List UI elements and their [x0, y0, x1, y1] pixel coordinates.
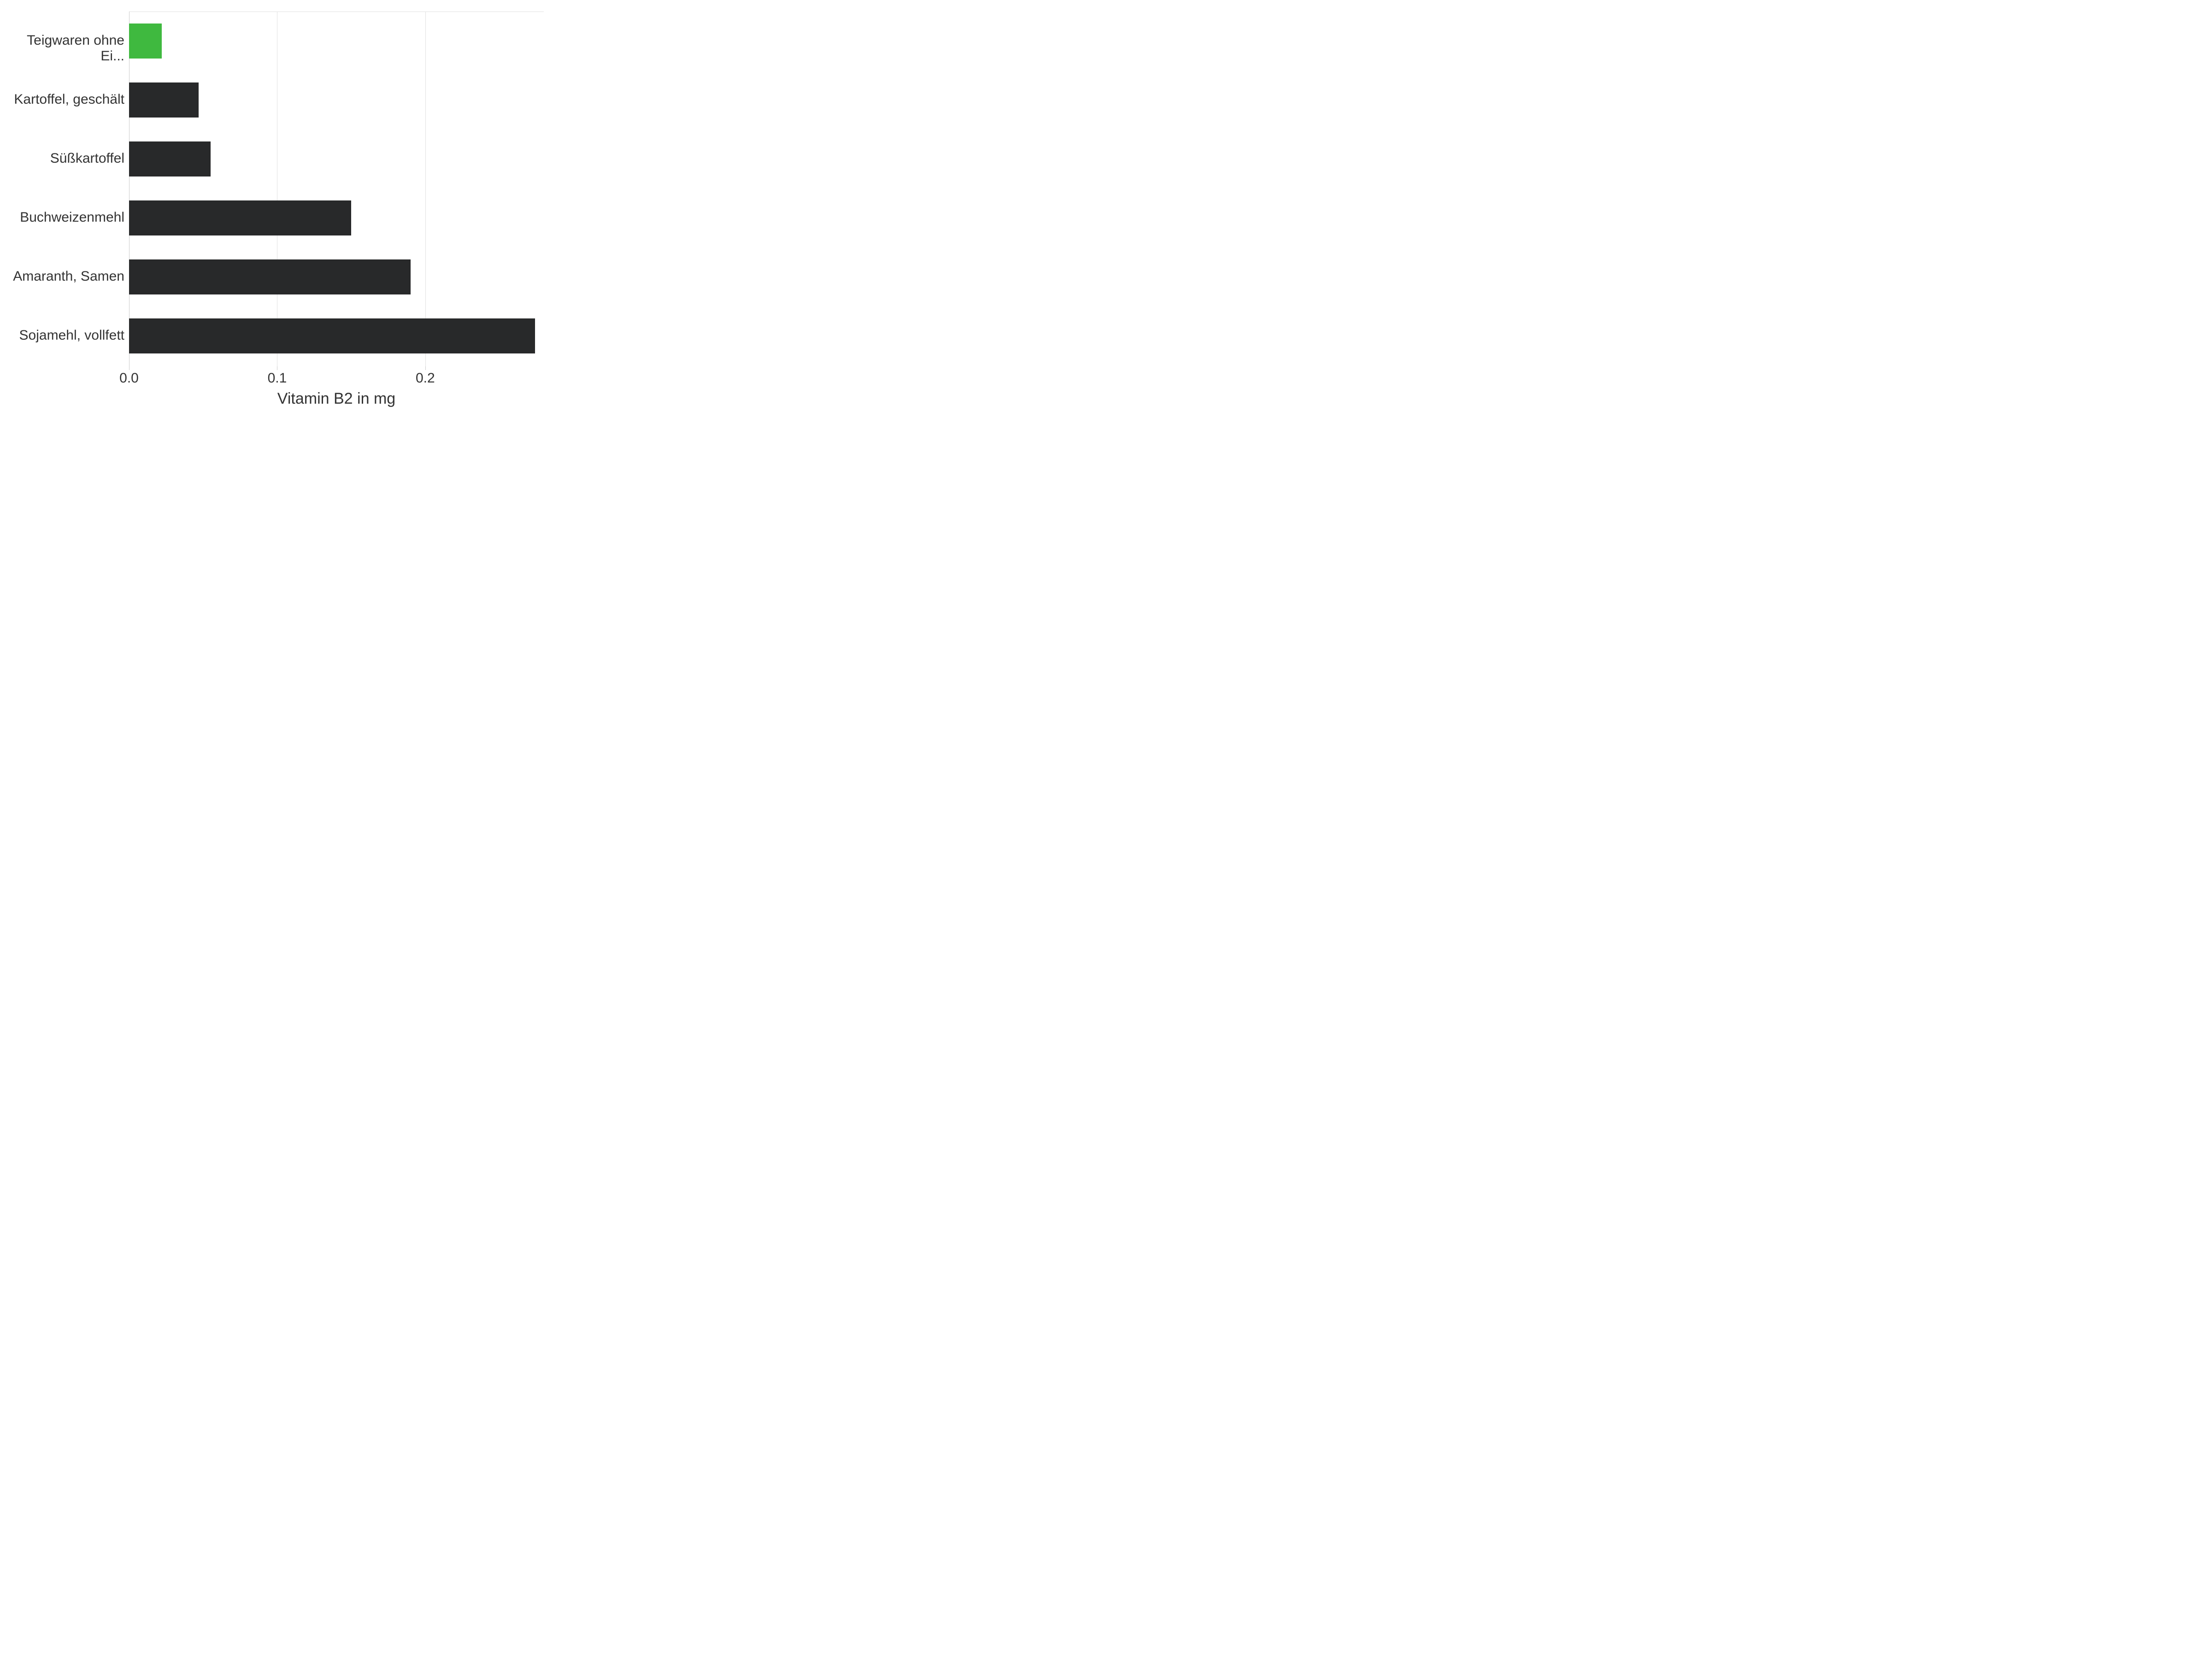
y-axis-label: Kartoffel, geschält [9, 92, 124, 107]
x-tick-label: 0.2 [416, 371, 435, 386]
bar [129, 82, 199, 118]
bar [129, 141, 211, 176]
bar [129, 259, 411, 294]
bar-row [129, 12, 544, 71]
bar-row [129, 247, 544, 306]
x-tick-label: 0.0 [119, 371, 139, 386]
bar [129, 318, 535, 353]
x-tick-label: 0.1 [268, 371, 287, 386]
bar [129, 24, 162, 59]
bar-row [129, 129, 544, 188]
bar-row [129, 306, 544, 365]
bar-row [129, 71, 544, 129]
bar-row [129, 188, 544, 247]
y-axis-label: Süßkartoffel [9, 151, 124, 166]
chart-container: Teigwaren ohne Ei... Kartoffel, geschält S… [0, 0, 553, 415]
y-axis-label: Buchweizenmehl [9, 210, 124, 225]
plot-area [129, 12, 544, 366]
bar [129, 200, 351, 235]
y-axis-label: Amaranth, Samen [9, 269, 124, 284]
x-tick-mark [425, 366, 426, 370]
y-axis-label: Sojamehl, vollfett [9, 328, 124, 343]
y-axis-label: Teigwaren ohne Ei... [9, 33, 124, 64]
x-axis-label: Vitamin B2 in mg [129, 390, 544, 408]
